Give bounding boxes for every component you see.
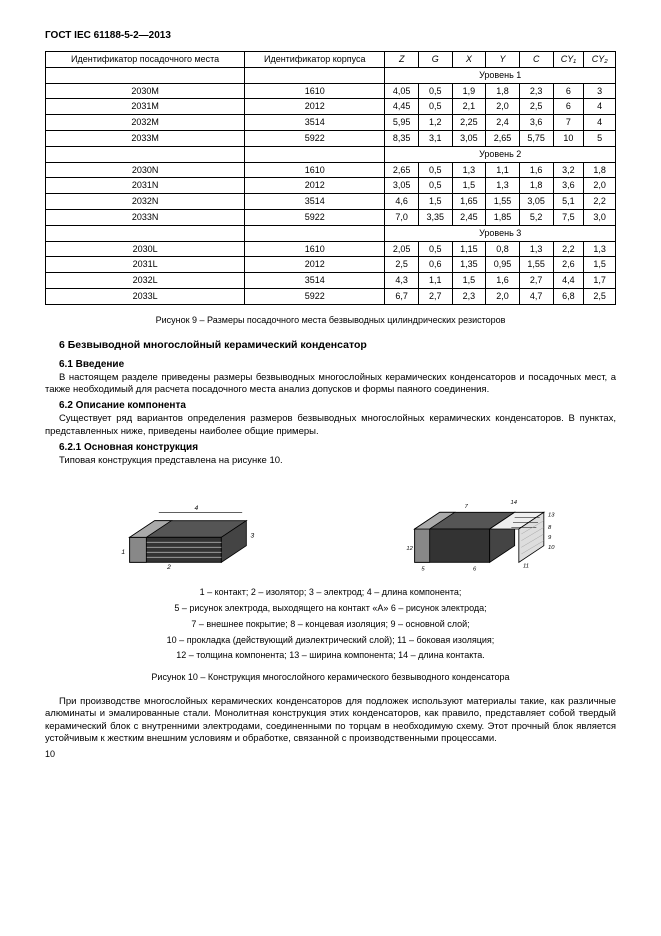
bottom-paragraph: При производстве многослойных керамическ… <box>45 696 616 745</box>
th-6: C <box>519 52 553 68</box>
th-7: CY₁ <box>553 52 584 68</box>
th-0: Идентификатор посадочного места <box>46 52 245 68</box>
svg-text:14: 14 <box>511 500 518 506</box>
section-6-heading: 6 Безвыводной многослойный керамический … <box>59 339 616 351</box>
section-6-1-text: В настоящем разделе приведены размеры бе… <box>45 372 616 397</box>
figure-10-legend-5: 12 – толщина компонента; 13 – ширина ком… <box>45 650 616 662</box>
figure-10-container: 4 1 2 3 12 7 14 13 <box>45 479 616 579</box>
section-6-2-text: Существует ряд вариантов определения раз… <box>45 413 616 438</box>
svg-text:2: 2 <box>166 564 171 571</box>
svg-text:10: 10 <box>548 545 555 551</box>
th-2: Z <box>385 52 419 68</box>
page-number: 10 <box>45 749 55 759</box>
section-6-2-heading: 6.2 Описание компонента <box>59 400 616 411</box>
svg-text:5: 5 <box>422 567 426 573</box>
th-1: Идентификатор корпуса <box>245 52 385 68</box>
figure-10-caption: Рисунок 10 – Конструкция многослойного к… <box>45 672 616 682</box>
svg-text:9: 9 <box>548 535 552 541</box>
section-6-1-heading: 6.1 Введение <box>59 359 616 370</box>
svg-text:11: 11 <box>523 564 529 570</box>
component-right-icon: 12 7 14 13 8 9 10 11 5 6 <box>383 479 563 579</box>
svg-text:1: 1 <box>121 549 125 556</box>
dimensions-table: Идентификатор посадочного места Идентифи… <box>45 51 616 305</box>
figure-9-caption: Рисунок 9 – Размеры посадочного места бе… <box>45 315 616 325</box>
svg-text:4: 4 <box>194 505 198 512</box>
svg-text:8: 8 <box>548 525 552 531</box>
component-left-icon: 4 1 2 3 <box>98 479 278 579</box>
svg-text:12: 12 <box>407 546 414 552</box>
section-6-2-1-text: Типовая конструкция представлена на рису… <box>45 455 616 467</box>
th-8: CY₂ <box>584 52 616 68</box>
figure-10-legend-1: 1 – контакт; 2 – изолятор; 3 – электрод;… <box>45 587 616 599</box>
document-header: ГОСТ IEC 61188-5-2—2013 <box>45 30 616 41</box>
th-4: X <box>452 52 486 68</box>
th-3: G <box>419 52 453 68</box>
figure-10-legend-3: 7 – внешнее покрытие; 8 – концевая изоля… <box>45 619 616 631</box>
figure-10-legend-2: 5 – рисунок электрода, выходящего на кон… <box>45 603 616 615</box>
svg-text:3: 3 <box>250 533 254 540</box>
th-5: Y <box>486 52 520 68</box>
svg-text:7: 7 <box>465 505 469 511</box>
section-6-2-1-heading: 6.2.1 Основная конструкция <box>59 442 616 453</box>
svg-text:6: 6 <box>473 567 477 573</box>
svg-text:13: 13 <box>548 513 555 519</box>
figure-10-legend-4: 10 – прокладка (действующий диэлектричес… <box>45 635 616 647</box>
table-body: Уровень 12030M16104,050,51,91,82,3632031… <box>46 67 616 304</box>
